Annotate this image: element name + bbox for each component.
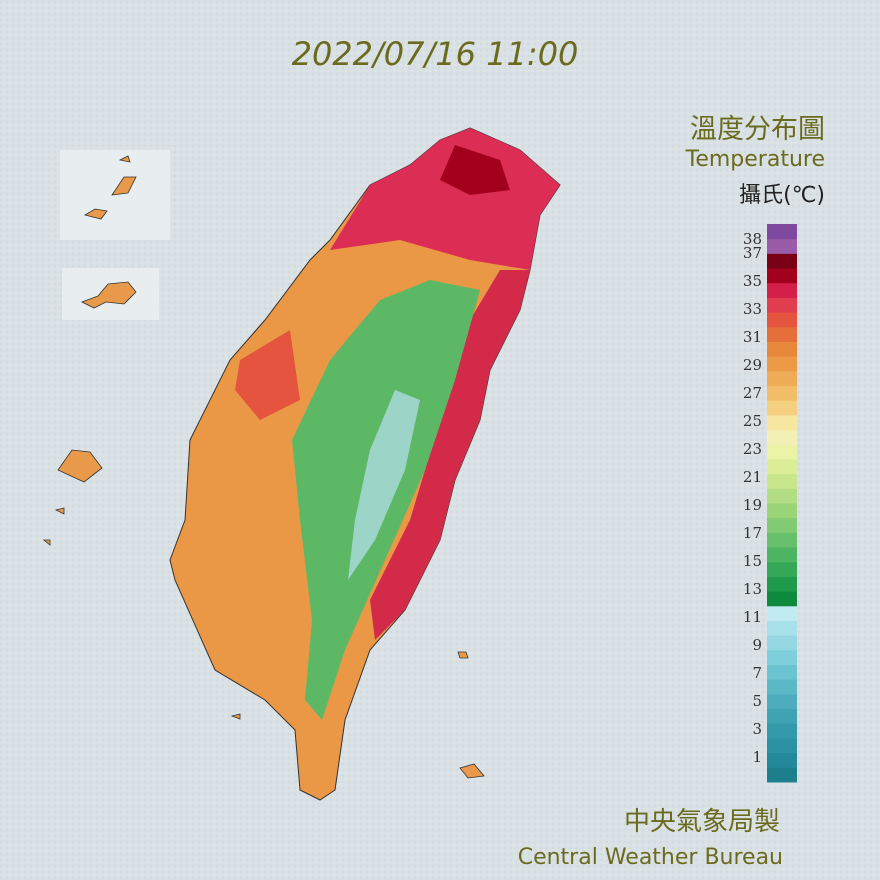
legend-label: 19 [743,496,762,514]
legend-swatch [767,356,797,372]
legend-swatch [767,635,797,651]
legend-swatch [767,488,797,504]
legend-label: 5 [752,692,762,710]
legend-label: 31 [743,328,762,346]
legend-swatch [767,458,797,475]
legend-label: 29 [743,356,762,374]
legend-swatch [767,664,797,680]
island [42,449,103,546]
legend-swatch [767,737,797,754]
legend-swatch [767,444,797,460]
legend-subtitle: Temperature [685,147,825,172]
legend-swatch [767,605,797,621]
legend-label: 7 [752,664,762,682]
credit-en: Central Weather Bureau [518,845,783,870]
hot-zone [235,330,300,420]
legend-title: 溫度分布圖 [690,114,825,145]
island [83,155,137,220]
legend-label: 23 [743,440,762,458]
legend-swatch [767,679,797,695]
hot-zone [330,128,560,270]
legend-label: 35 [743,272,762,290]
legend-swatch [767,253,797,269]
legend-label: 13 [743,580,762,598]
legend-swatch [767,752,797,768]
legend-swatch [767,238,797,254]
timestamp: 2022/07/16 11:00 [292,35,579,73]
legend-swatch [767,282,797,298]
credit-zh: 中央氣象局製 [624,807,780,837]
legend-swatch [767,693,797,710]
legend-unit: 攝氏(℃) [739,183,825,208]
legend-swatch [767,268,797,284]
legend-label: 33 [743,300,762,318]
hot-zone [370,270,530,640]
legend-swatch [767,723,797,739]
legend-swatch [767,620,797,636]
legend-swatch [767,429,797,445]
legend-swatch [767,400,797,416]
hot-zone [440,145,510,195]
legend-swatch [767,561,797,577]
legend-label: 9 [752,636,762,654]
legend-swatch [767,385,797,401]
legend-label: 3 [752,720,762,738]
legend-label: 25 [743,412,762,430]
legend-swatch [767,649,797,666]
legend-swatch [767,708,797,724]
legend-swatch [767,547,797,563]
legend-swatch [767,532,797,548]
legend-swatch [767,370,797,387]
legend-label: 27 [743,384,762,402]
legend-label: 15 [743,552,762,570]
legend-swatch [767,591,797,607]
legend-swatch [767,224,797,240]
legend-label: 37 [743,244,762,262]
legend-label: 17 [743,524,762,542]
legend-label: 21 [743,468,762,486]
legend-swatch [767,576,797,592]
island [230,651,485,779]
legend-swatch [767,517,797,533]
legend-swatch [767,767,797,783]
legend-swatch [767,473,797,489]
legend-swatch [767,341,797,357]
legend-swatch [767,312,797,328]
legend-label: 38 [743,230,762,248]
island [81,281,137,309]
legend-label: 1 [752,748,762,766]
legend-swatch [767,414,797,431]
cool-zone [348,390,420,580]
legend-label: 11 [743,608,762,626]
legend-swatch [767,297,797,313]
legend-swatch [767,503,797,519]
legend-swatch [767,326,797,342]
